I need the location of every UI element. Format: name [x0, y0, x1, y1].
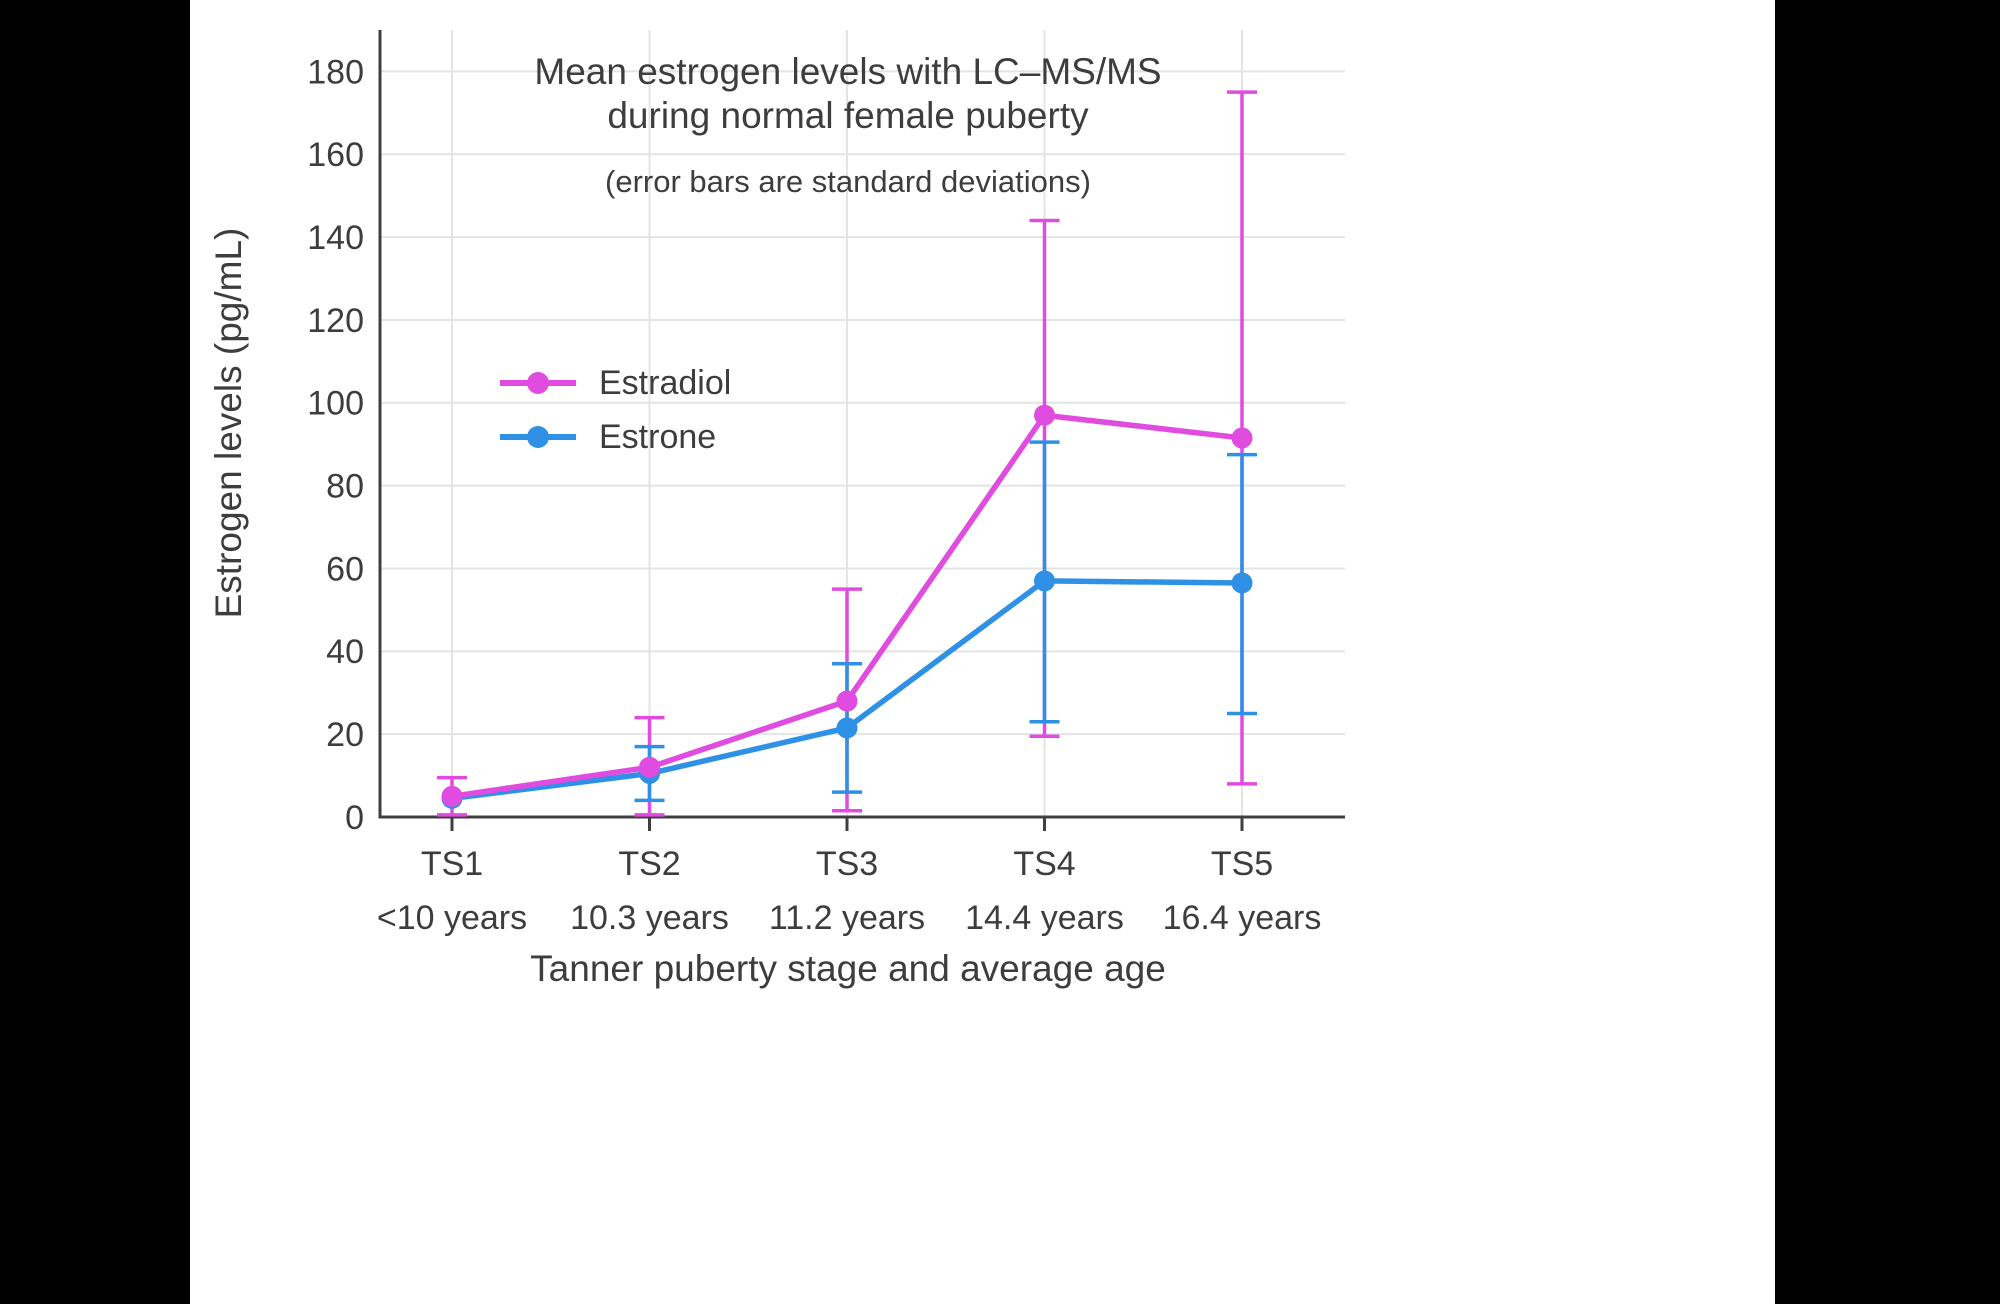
svg-text:TS1: TS1 [421, 845, 483, 883]
svg-text:140: 140 [307, 219, 364, 257]
legend-label-estrone: Estrone [599, 417, 717, 456]
legend-label-estradiol: Estradiol [599, 363, 732, 402]
svg-text:160: 160 [307, 136, 364, 174]
svg-text:TS2: TS2 [618, 845, 680, 883]
chart-legend: Estradiol Estrone [497, 356, 731, 464]
svg-text:<10 years: <10 years [377, 899, 527, 937]
svg-text:20: 20 [326, 716, 364, 754]
svg-text:TS4: TS4 [1013, 845, 1075, 883]
svg-text:TS3: TS3 [816, 845, 878, 883]
svg-text:60: 60 [326, 550, 364, 588]
estrone-line-marker-icon [500, 426, 576, 448]
svg-text:100: 100 [307, 385, 364, 423]
svg-text:14.4 years: 14.4 years [965, 899, 1124, 937]
y-axis-title: Estrogen levels (pg/mL) [208, 227, 249, 619]
chart-title: Mean estrogen levels with LC–MS/MS durin… [534, 51, 1162, 137]
svg-text:180: 180 [307, 53, 364, 91]
svg-text:80: 80 [326, 468, 364, 506]
plot-area: 0 20 40 60 80 100 120 140 160 180 TS1 TS2 TS3 TS4 TS5 <… [307, 30, 1345, 937]
svg-text:40: 40 [326, 633, 364, 671]
legend-item-estradiol: Estradiol [497, 356, 731, 410]
svg-text:10.3 years: 10.3 years [570, 899, 729, 937]
legend-item-estrone: Estrone [497, 410, 731, 464]
chart-canvas: 0 20 40 60 80 100 120 140 160 180 TS1 TS2 TS3 TS4 TS5 <… [190, 0, 1775, 1304]
svg-text:120: 120 [307, 302, 364, 340]
x-axis-title: Tanner puberty stage and average age [530, 948, 1166, 989]
svg-text:TS5: TS5 [1211, 845, 1273, 883]
svg-text:11.2 years: 11.2 years [769, 899, 925, 937]
svg-text:0: 0 [345, 799, 364, 837]
estradiol-line-marker-icon [500, 372, 576, 394]
chart-subtitle: (error bars are standard deviations) [605, 164, 1091, 199]
svg-text:16.4 years: 16.4 years [1163, 899, 1322, 937]
